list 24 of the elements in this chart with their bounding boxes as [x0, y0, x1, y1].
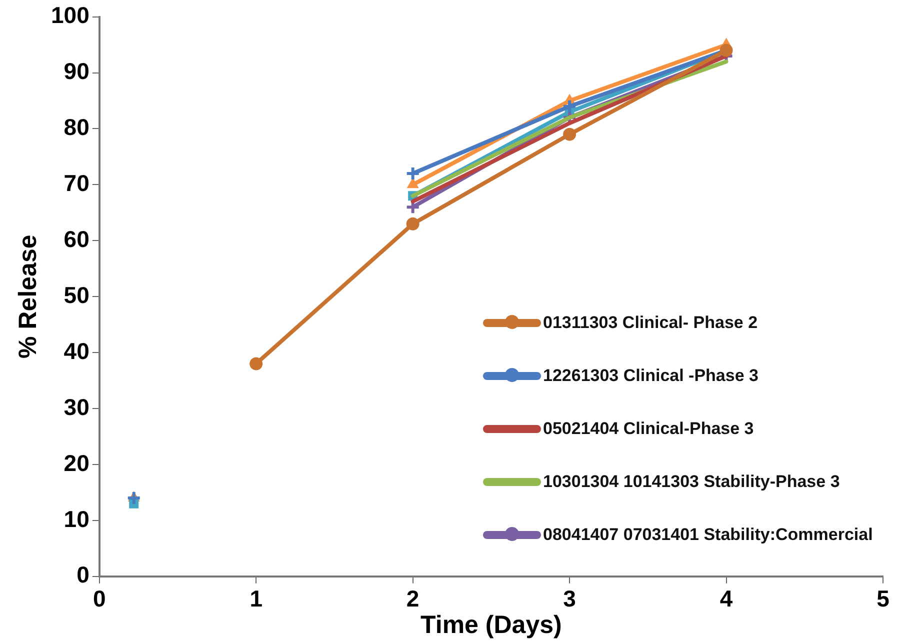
x-tick-label: 1 — [250, 586, 263, 612]
x-tick-label: 5 — [876, 586, 890, 612]
y-tick-label: 40 — [64, 338, 90, 364]
x-tick-label: 0 — [92, 586, 106, 612]
y-tick-label: 100 — [51, 2, 90, 28]
legend-label: 01311303 Clinical- Phase 2 — [543, 312, 758, 333]
x-tick-label: 2 — [406, 586, 420, 612]
legend-label: 05021404 Clinical-Phase 3 — [543, 418, 754, 439]
y-tick-label: 60 — [64, 226, 90, 252]
legend-label: 12261303 Clinical -Phase 3 — [543, 366, 758, 386]
legend-label: 10301304 10141303 Stability-Phase 3 — [543, 472, 840, 492]
y-axis-title: % Release — [14, 234, 42, 358]
x-tick-label: 3 — [563, 586, 576, 612]
x-tick-label: 4 — [720, 586, 733, 612]
y-tick-label: 70 — [64, 170, 90, 196]
y-tick-label: 90 — [64, 58, 90, 84]
y-tick-label: 30 — [64, 394, 90, 420]
y-tick-label: 10 — [64, 506, 90, 532]
legend-label: 08041407 07031401 Stability:Commercial — [543, 524, 873, 545]
y-tick-label: 0 — [76, 562, 90, 588]
y-tick-label: 20 — [64, 450, 90, 476]
x-axis-title: Time (Days) — [420, 610, 562, 639]
y-tick-label: 80 — [64, 114, 90, 140]
y-tick-label: 50 — [64, 282, 90, 308]
